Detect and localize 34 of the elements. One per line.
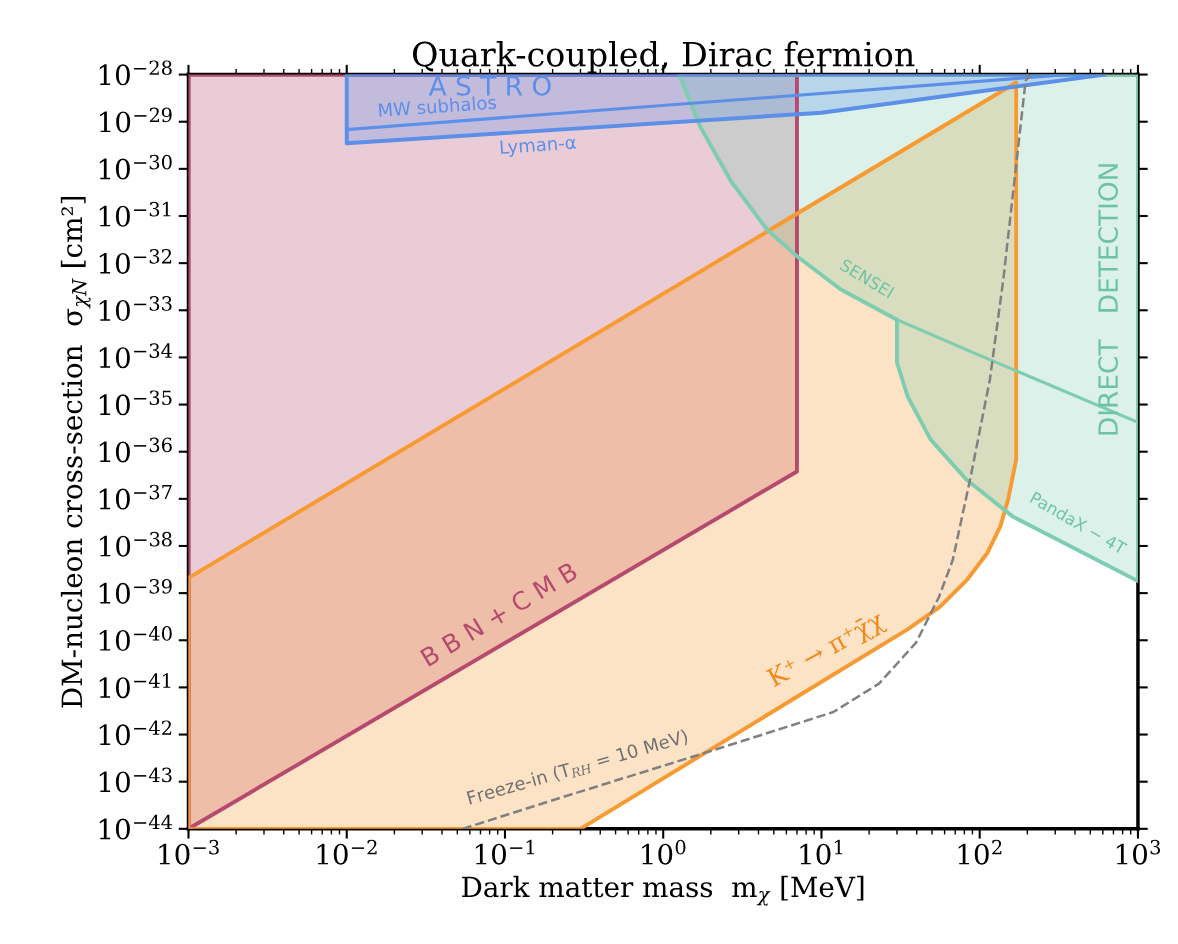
y-tick-label: 10$^{−35}$	[99, 390, 172, 416]
y-tick-label: 10$^{−36}$	[99, 437, 172, 463]
x-tick-label: 10$^{−3}$	[159, 839, 219, 865]
x-tick-label: 10$^{3}$	[1116, 839, 1161, 865]
annotation: B B N + C M B	[419, 561, 579, 667]
y-tick-label: 10$^{−29}$	[100, 107, 172, 133]
annotation: DIRECT DETECTION	[1098, 164, 1119, 435]
x-tick-label: 10$^{2}$	[958, 839, 1002, 865]
y-tick-label: 10$^{−43}$	[99, 767, 172, 793]
annotation: A S T R O	[428, 75, 551, 96]
y-tick-label: 10$^{−30}$	[99, 154, 172, 180]
chart-title: Quark-coupled, Dirac fermion	[412, 40, 915, 74]
y-tick-label: 10$^{−37}$	[99, 484, 172, 510]
y-tick-label: 10$^{−31}$	[99, 201, 171, 227]
y-tick-label: 10$^{−32}$	[99, 248, 172, 274]
y-tick-label: 10$^{−42}$	[99, 720, 172, 746]
y-tick-label: 10$^{−28}$	[99, 60, 172, 86]
annotation: K⁺ → π⁺χ̄χ	[765, 609, 889, 692]
annotation: Freeze-in (T$_{RH}$ = 10 MeV)	[466, 728, 689, 808]
x-tick-label: 10$^{−1}$	[475, 839, 534, 865]
y-tick-label: 10$^{−40}$	[99, 626, 172, 652]
y-tick-label: 10$^{−38}$	[100, 531, 172, 557]
y-tick-label: 10$^{−33}$	[99, 296, 172, 322]
x-tick-label: 10$^{1}$	[800, 839, 843, 865]
y-tick-label: 10$^{−34}$	[99, 343, 173, 369]
x-tick-label: 10$^{−2}$	[317, 839, 377, 865]
y-tick-label: 10$^{−41}$	[99, 673, 171, 699]
annotation: MW subhalos	[378, 94, 497, 118]
y-axis-title: DM-nucleon cross-section σ$_{χN}$ [cm²]	[60, 196, 91, 708]
y-tick-label: 10$^{−44}$	[99, 814, 173, 840]
x-axis-title: Dark matter mass m$_{χ}$ [MeV]	[462, 875, 864, 906]
annotation: Lyman-α	[500, 135, 577, 158]
y-tick-label: 10$^{−39}$	[99, 578, 172, 604]
x-tick-label: 10$^{0}$	[642, 839, 686, 865]
